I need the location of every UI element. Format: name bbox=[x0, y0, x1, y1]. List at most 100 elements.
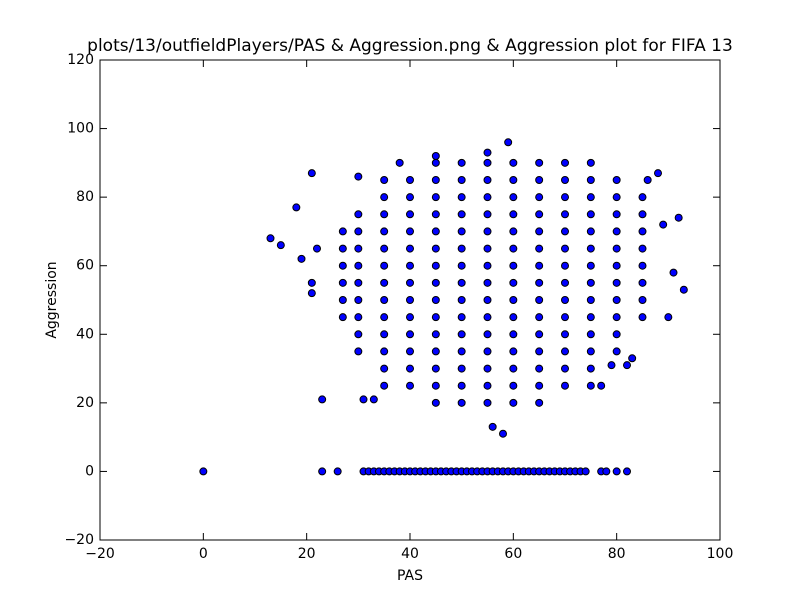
point bbox=[535, 330, 544, 339]
point bbox=[380, 364, 389, 373]
point bbox=[509, 381, 518, 390]
point bbox=[509, 278, 518, 287]
point bbox=[535, 364, 544, 373]
point bbox=[586, 278, 595, 287]
point bbox=[561, 244, 569, 253]
point bbox=[535, 278, 544, 287]
point bbox=[509, 347, 518, 356]
point bbox=[354, 313, 363, 322]
point bbox=[457, 261, 466, 270]
point bbox=[509, 244, 518, 253]
y-tick-label: 120 bbox=[67, 52, 94, 68]
point bbox=[457, 278, 466, 287]
point bbox=[509, 330, 518, 339]
point bbox=[509, 296, 518, 304]
point bbox=[431, 296, 440, 304]
point bbox=[380, 261, 389, 270]
point bbox=[483, 347, 492, 356]
point bbox=[535, 313, 544, 322]
point bbox=[612, 210, 621, 219]
x-tick-label: 0 bbox=[199, 546, 208, 562]
point bbox=[561, 296, 569, 304]
point bbox=[535, 381, 544, 390]
point bbox=[654, 169, 662, 178]
point bbox=[674, 213, 683, 222]
y-axis-label: Aggression bbox=[44, 261, 60, 338]
point bbox=[380, 210, 389, 219]
point bbox=[483, 148, 492, 157]
chart-title: plots/13/outfieldPlayers/PAS & Aggressio… bbox=[87, 36, 733, 56]
point bbox=[586, 347, 595, 356]
point bbox=[431, 244, 440, 253]
point bbox=[483, 158, 492, 167]
point bbox=[623, 467, 631, 476]
point bbox=[431, 210, 440, 219]
point bbox=[338, 261, 347, 270]
point bbox=[380, 313, 389, 322]
point bbox=[483, 381, 492, 390]
x-tick-label: 40 bbox=[401, 546, 419, 562]
point bbox=[638, 227, 647, 236]
point bbox=[406, 244, 414, 253]
point bbox=[431, 278, 440, 287]
point bbox=[586, 244, 595, 253]
point bbox=[638, 193, 647, 202]
point bbox=[612, 227, 621, 236]
point bbox=[338, 227, 347, 236]
point bbox=[509, 193, 518, 202]
point bbox=[581, 467, 590, 476]
point bbox=[457, 210, 466, 219]
y-tick-label: −20 bbox=[64, 532, 94, 548]
point bbox=[380, 347, 389, 356]
point bbox=[535, 210, 544, 219]
x-tick-label: 20 bbox=[298, 546, 316, 562]
point bbox=[561, 313, 569, 322]
point bbox=[561, 158, 569, 167]
point bbox=[266, 234, 275, 243]
point bbox=[638, 261, 647, 270]
point bbox=[406, 227, 414, 236]
point bbox=[586, 193, 595, 202]
x-tick-label: 80 bbox=[608, 546, 626, 562]
point bbox=[535, 296, 544, 304]
point bbox=[406, 364, 414, 373]
point bbox=[457, 347, 466, 356]
point bbox=[586, 261, 595, 270]
point bbox=[406, 261, 414, 270]
point bbox=[535, 227, 544, 236]
point bbox=[586, 313, 595, 322]
point bbox=[586, 210, 595, 219]
point bbox=[431, 158, 440, 167]
point bbox=[483, 210, 492, 219]
point bbox=[457, 176, 466, 184]
y-tick-label: 40 bbox=[76, 326, 94, 342]
point bbox=[612, 296, 621, 304]
point bbox=[535, 176, 544, 184]
point bbox=[406, 278, 414, 287]
point bbox=[509, 210, 518, 219]
point bbox=[664, 313, 673, 322]
y-tick-label: 0 bbox=[85, 463, 94, 479]
axes-frame bbox=[99, 59, 721, 541]
point bbox=[612, 244, 621, 253]
plot-area bbox=[199, 138, 688, 476]
point bbox=[638, 244, 647, 253]
point bbox=[307, 289, 316, 298]
point bbox=[483, 261, 492, 270]
point bbox=[307, 169, 316, 178]
point bbox=[380, 244, 389, 253]
point bbox=[586, 158, 595, 167]
point bbox=[431, 193, 440, 202]
point bbox=[380, 296, 389, 304]
point bbox=[561, 278, 569, 287]
point bbox=[457, 244, 466, 253]
point bbox=[488, 422, 497, 431]
point bbox=[509, 261, 518, 270]
point bbox=[561, 210, 569, 219]
point bbox=[276, 241, 285, 250]
point bbox=[586, 364, 595, 373]
point bbox=[535, 193, 544, 202]
point bbox=[380, 381, 389, 390]
point bbox=[643, 176, 652, 184]
point bbox=[431, 330, 440, 339]
